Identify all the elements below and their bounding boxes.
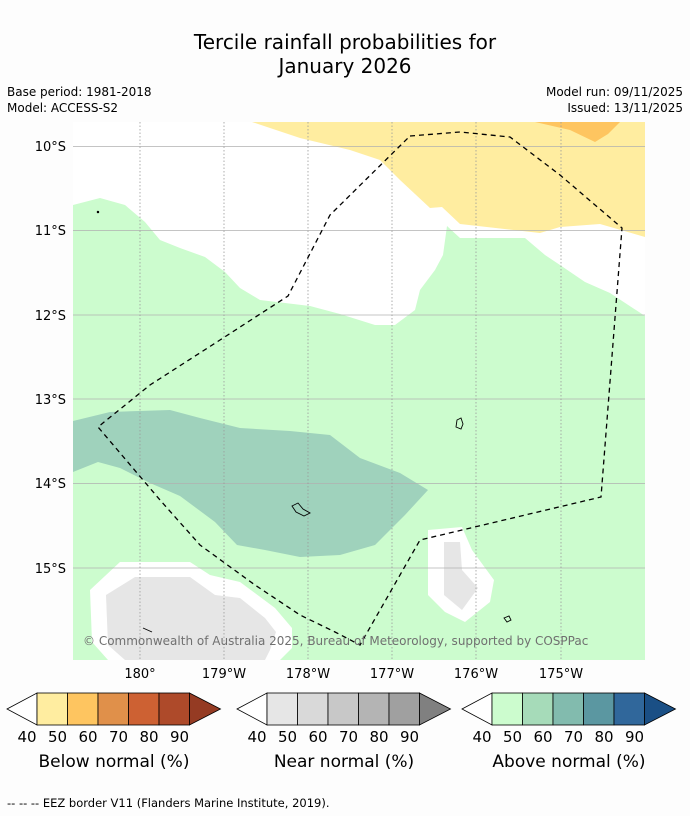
colorbar-tick-label: 80 xyxy=(369,728,389,746)
colorbar-tick-label: 40 xyxy=(247,728,267,746)
colorbar-tick-label: 40 xyxy=(472,728,492,746)
colorbar-segment xyxy=(613,692,645,726)
near-normal-region-west xyxy=(106,577,276,660)
model-run: Model run: 09/11/2025 xyxy=(545,85,683,99)
colorbar-segment xyxy=(583,692,615,726)
colorbar-tick-label: 90 xyxy=(399,728,420,746)
longitude-gridlines xyxy=(139,122,562,660)
footnote-eez: -- -- -- EEZ border V11 (Flanders Marine… xyxy=(7,796,330,810)
colorbar-tick-label: 80 xyxy=(594,728,614,746)
lon-label: 175°W xyxy=(539,667,583,682)
colorbar-extend-low xyxy=(6,692,38,726)
lat-label: 10°S xyxy=(35,140,66,155)
colorbar-tick-label: 50 xyxy=(502,728,523,746)
colorbar-below-normal xyxy=(6,692,222,726)
meta-right: Model run: 09/11/2025 Issued: 13/11/2025 xyxy=(546,84,683,116)
colorbar-extend-high xyxy=(189,692,222,726)
colorbar-segment xyxy=(266,692,298,726)
latitude-labels: 10°S 11°S 12°S 13°S 14°S 15°S xyxy=(35,140,66,577)
colorbar-tick-label: 50 xyxy=(277,728,298,746)
colorbar-label-above: Above normal (%) xyxy=(492,752,646,772)
colorbar-tick-label: 90 xyxy=(169,728,190,746)
colorbar-tick-label: 60 xyxy=(308,728,328,746)
meta-left: Base period: 1981-2018 Model: ACCESS-S2 xyxy=(7,84,152,116)
island-southeast xyxy=(503,615,512,623)
colorbar-segment xyxy=(552,692,584,726)
colorbar-segment xyxy=(36,692,68,726)
copyright-text: © Commonwealth of Australia 2025, Bureau… xyxy=(83,634,588,648)
below-normal-50-60-region xyxy=(535,122,620,142)
colorbar-segment xyxy=(388,692,420,726)
colorbar-segment xyxy=(491,692,523,726)
lon-label: 180° xyxy=(124,667,155,682)
islands xyxy=(96,210,512,633)
model-name: Model: ACCESS-S2 xyxy=(7,101,119,115)
lon-label: 178°W xyxy=(286,667,330,682)
forecast-map: © Commonwealth of Australia 2025, Bureau… xyxy=(35,122,645,682)
colorbar-segment xyxy=(327,692,359,726)
base-period: Base period: 1981-2018 xyxy=(7,85,152,99)
title-line-2: January 2026 xyxy=(278,54,412,78)
lon-label: 177°W xyxy=(370,667,414,682)
colorbar-extend-high xyxy=(419,692,452,726)
above-normal-40-50-region xyxy=(73,198,645,660)
near-normal-region-east xyxy=(444,542,478,610)
below-normal-40-50-region xyxy=(252,122,645,237)
colorbar-tick-label: 50 xyxy=(47,728,68,746)
island-southwest xyxy=(142,627,153,633)
lat-label: 14°S xyxy=(35,477,66,492)
colorbar-tick-label: 70 xyxy=(338,728,359,746)
title-line-1: Tercile rainfall probabilities for xyxy=(193,30,497,54)
colorbar-segment xyxy=(158,692,190,726)
island-central xyxy=(291,502,311,517)
longitude-labels: 180° 179°W 178°W 177°W 176°W 175°W xyxy=(124,667,583,682)
island-north xyxy=(455,417,464,430)
colorbar-label-below: Below normal (%) xyxy=(38,752,190,772)
colorbar-tick-label: 60 xyxy=(78,728,98,746)
eez-border xyxy=(97,131,623,646)
colorbar-segment xyxy=(358,692,390,726)
chart-title: Tercile rainfall probabilities for Janua… xyxy=(0,30,690,78)
colorbar-segment xyxy=(67,692,99,726)
lat-label: 15°S xyxy=(35,562,66,577)
colorbar-segment xyxy=(522,692,554,726)
colorbar-segment xyxy=(97,692,129,726)
colorbar-tick-label: 60 xyxy=(533,728,553,746)
lon-label: 176°W xyxy=(454,667,498,682)
lat-label: 12°S xyxy=(35,309,66,324)
issued-date: Issued: 13/11/2025 xyxy=(567,101,683,115)
colorbar-tick-label: 70 xyxy=(563,728,584,746)
colorbar-extend-low xyxy=(461,692,493,726)
lat-label: 13°S xyxy=(35,393,66,408)
colorbar-label-near: Near normal (%) xyxy=(273,752,415,772)
colorbar-tick-label: 80 xyxy=(139,728,159,746)
colorbar-extend-low xyxy=(236,692,268,726)
colorbar-near-normal xyxy=(236,692,452,726)
colorbar-tick-label: 70 xyxy=(108,728,129,746)
colorbar-above-normal xyxy=(461,692,677,726)
colorbar-segment xyxy=(128,692,160,726)
lon-label: 179°W xyxy=(202,667,246,682)
colorbar-tick-label: 90 xyxy=(624,728,645,746)
colorbar-extend-high xyxy=(644,692,677,726)
island-northwest xyxy=(96,210,100,214)
lat-label: 11°S xyxy=(35,224,66,239)
colorbar-segment xyxy=(297,692,329,726)
colorbar-tick-label: 40 xyxy=(17,728,37,746)
latitude-gridlines xyxy=(73,146,645,569)
